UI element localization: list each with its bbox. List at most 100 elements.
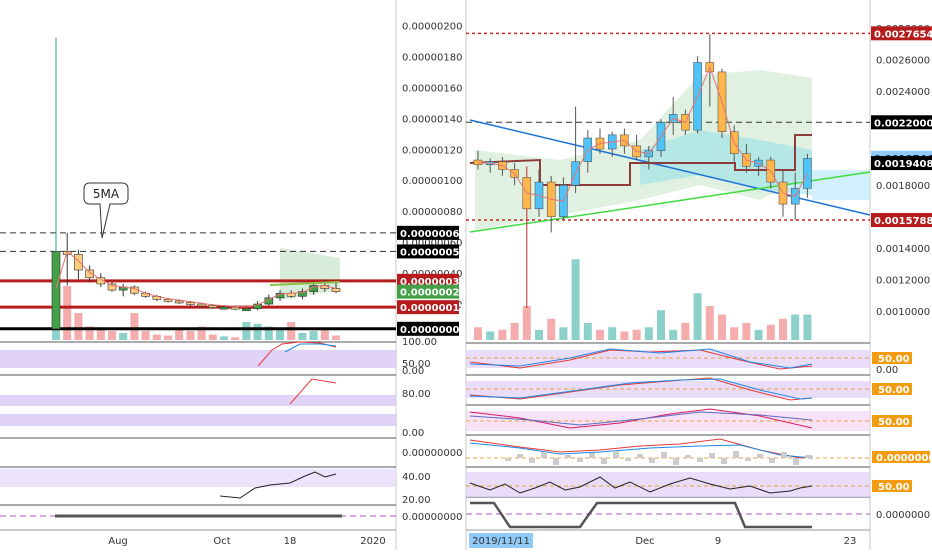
right-macd-hist [625,458,631,461]
right-macd-hist [577,458,583,462]
right-time-selected-bg[interactable] [469,533,533,548]
left-volume-bar [130,313,139,340]
left-ind1-tick-50: 50.00 [402,359,431,370]
right-ind2-badge: 50.00 [872,383,912,396]
left-stoch-line [289,378,337,405]
right-price-tick: 0.0012000 [876,276,930,287]
right-rsi-signal [469,378,813,400]
left-ind3-tick-40: 40.00 [402,472,431,483]
left-price-badge: 0.00000066 [400,229,466,240]
right-volume-bar [791,314,800,340]
right-ind2-badge-text: 50.00 [878,385,910,396]
right-rsi-band [466,381,870,398]
right-price-badge: 0.0019408 [874,159,932,170]
right-time-label-9: 9 [715,536,721,547]
right-macd-hist [733,451,739,458]
right-step-line [469,134,812,186]
right-ind4-badge-text: 0.0000000 [876,453,932,464]
left-rsi-band [0,350,396,368]
right-volume-bar [632,329,641,340]
left-volume-bar [152,334,161,340]
left-volume-bar [264,326,273,340]
left-candle-body [85,269,94,279]
left-candle-body [107,283,117,291]
left-cci-line [219,471,337,499]
left-volume-bar [119,332,128,340]
right-price-tick: 0.0010000 [876,307,930,318]
left-volume-bar [242,322,251,340]
ma-callout[interactable]: 5MA [83,182,129,239]
right-macd-hist [637,454,643,458]
left-price-badge-bg [397,300,459,315]
right-price-tick: 0.0026000 [876,55,930,66]
left-ma-line [55,250,337,308]
left-price-badge: 0.00000018 [400,303,466,314]
right-price-tick: 0.0014000 [876,244,930,255]
right-volume-bar [522,306,531,340]
left-volume-bar [141,331,150,340]
left-candle-body [96,277,106,285]
right-ind5-badge: 50.00 [872,480,912,493]
ma-callout-label: 5MA [93,187,120,201]
left-price-badge: 0.00000035 [400,277,466,288]
right-macd-hist [697,458,703,462]
right-volume-bar [803,314,812,340]
right-macd-hist [769,458,775,463]
left-candle-body [331,288,341,292]
left-price-badge-bg [397,284,459,299]
left-price-tick: 0.00000080 [402,207,462,218]
left-candle-body [197,303,206,307]
right-volume-bar [681,323,690,340]
right-macd-hist [805,455,811,458]
right-price-badge-bg [871,213,932,228]
right-volume-bar [754,329,763,340]
right-volume-bar [718,314,726,340]
right-volume-bar [669,329,678,340]
left-stoch-band-2 [0,414,396,426]
right-volume-bar [559,327,568,340]
left-rsi-line [257,341,337,367]
right-stoch-band [466,350,870,368]
left-volume-bar [253,323,262,340]
right-cloud-proj [812,170,870,200]
right-macd-hist [565,455,571,458]
left-candle-body [253,303,262,309]
right-macd-hist [661,452,667,458]
left-volume-bar [63,286,72,340]
left-price-badge: 0.00000028 [400,288,466,299]
left-ind1-tick-100: 100.00 [402,337,437,348]
left-volume-bar [208,334,217,340]
left-candle-body [298,291,307,297]
left-time-label-2020: 2020 [360,536,385,547]
right-macd-hist [529,458,535,463]
left-candle-body [163,299,173,302]
left-volume-bar [186,331,195,340]
right-time-selected: 2019/11/11 [472,536,530,547]
right-macd-hist [793,458,799,465]
right-macd-hist [505,458,511,461]
left-candle-body [74,254,83,271]
right-price-badge: 0.0022000 [874,118,932,129]
right-stoch-d [469,348,813,369]
left-volume-bar [85,326,94,340]
right-ind4-badge: 0.0000000 [872,451,932,464]
left-volume-bar [332,335,340,340]
right-macd-hist [757,454,763,458]
right-volume-bar [608,327,617,340]
left-volume-bar [175,329,184,340]
right-macd-hist [517,454,523,458]
left-volume-bar [74,313,83,340]
left-ind3-tick-zero: 0.00000000 [402,448,462,459]
left-price-tick: 0.00000120 [402,145,462,156]
left-ind3-tick-20: 20.00 [402,495,431,506]
right-macd-hist [589,453,595,458]
left-stoch-band-1 [0,395,396,406]
left-price-tick: 0.00000060 [402,238,462,249]
right-macd-hist [613,451,619,458]
right-cci-line [469,476,813,494]
left-candle-body [230,306,240,310]
right-volume-bar [742,323,751,340]
right-time-label-dec: Dec [635,536,654,547]
left-price-badge-bg [397,225,459,240]
right-macd-hist [553,458,559,465]
